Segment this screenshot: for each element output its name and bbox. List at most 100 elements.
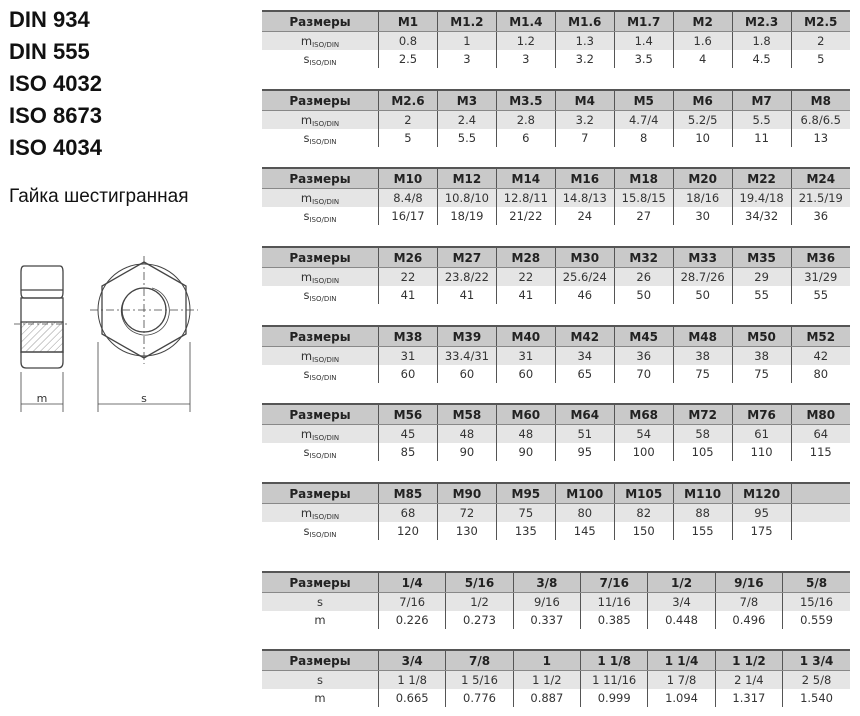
value-cell: 95 — [554, 443, 615, 461]
value-cell: 46 — [554, 286, 615, 304]
size-header: 3/4 — [377, 649, 446, 671]
value-cell: 1 11/16 — [580, 670, 648, 689]
value-cell: 3/4 — [647, 592, 716, 611]
row-label-s: sISO/DIN — [303, 366, 337, 382]
value-cell — [790, 522, 850, 540]
product-subtitle: Гайка шестигранная — [9, 186, 189, 207]
row-label-subscript: ISO/DIN — [312, 276, 340, 285]
table-row-s: sISO/DIN 5 5.5 6 7 8 10 11 13 — [262, 129, 850, 147]
value-cell: 48 — [436, 424, 497, 443]
value-cell: 42 — [790, 346, 850, 365]
table-header-row: Размеры M10 M12 M14 M16 M18 M20 M22 M24 — [262, 167, 850, 189]
value-cell: 60 — [495, 365, 556, 383]
value-cell: 175 — [731, 522, 792, 540]
value-cell: 110 — [731, 443, 792, 461]
row-label-subscript: ISO/DIN — [309, 373, 337, 382]
value-cell: 150 — [613, 522, 674, 540]
value-cell: 60 — [436, 365, 497, 383]
row-label-s: s — [262, 670, 379, 689]
size-header: 5/8 — [782, 571, 850, 593]
value-cell: 68 — [378, 503, 438, 522]
size-header: M1 — [378, 10, 438, 32]
value-cell: 2 1/4 — [714, 670, 783, 689]
row-label-s: sISO/DIN — [303, 444, 337, 460]
metric-size-table: Размеры M85 M90 M95 M100 M105 M110 M120 mISO/DIN… — [262, 482, 850, 540]
size-header: M64 — [554, 403, 615, 425]
size-header: M76 — [731, 403, 792, 425]
value-cell: 7 — [554, 129, 615, 147]
table-row-m: m 0.226 0.273 0.337 0.385 0.448 0.496 0.559 — [262, 611, 850, 629]
value-cell: 82 — [613, 503, 674, 522]
row-label-subscript: ISO/DIN — [309, 58, 337, 67]
size-header: M26 — [378, 246, 438, 268]
row-label-m: mISO/DIN — [262, 424, 379, 443]
value-cell: 7/16 — [377, 592, 446, 611]
value-cell: 7/8 — [714, 592, 783, 611]
value-cell: 26 — [613, 267, 674, 286]
value-cell: 18/19 — [436, 207, 497, 225]
value-cell: 80 — [790, 365, 850, 383]
nut-top-view — [90, 256, 198, 412]
header-label: Размеры — [262, 89, 379, 111]
value-cell: 3.2 — [554, 50, 615, 68]
value-cell: 51 — [554, 424, 615, 443]
value-cell: 33.4/31 — [436, 346, 497, 365]
header-label: Размеры — [262, 167, 379, 189]
value-cell: 5.5 — [731, 110, 792, 129]
value-cell: 31 — [495, 346, 556, 365]
table-row-m: mISO/DIN 0.8 1 1.2 1.3 1.4 1.6 1.8 2 — [262, 31, 850, 50]
metric-size-table: Размеры M1 M1.2 M1.4 M1.6 M1.7 M2 M2.3 M2.5 mISO/… — [262, 10, 850, 68]
value-cell: 1.094 — [647, 689, 716, 707]
size-header: M68 — [613, 403, 674, 425]
value-cell: 95 — [731, 503, 792, 522]
size-header: M45 — [613, 325, 674, 347]
value-cell: 5.2/5 — [672, 110, 733, 129]
value-cell: 13 — [790, 129, 850, 147]
header-label: Размеры — [262, 571, 379, 593]
value-cell: 1.317 — [714, 689, 783, 707]
size-header: M38 — [378, 325, 438, 347]
size-header: M58 — [436, 403, 497, 425]
value-cell: 15/16 — [782, 592, 850, 611]
size-header: 1/4 — [377, 571, 446, 593]
size-header: M30 — [554, 246, 615, 268]
value-cell: 60 — [378, 365, 438, 383]
table-row-s: sISO/DIN 120 130 135 145 150 155 175 — [262, 522, 850, 540]
value-cell: 1.3 — [554, 31, 615, 50]
row-label-s: sISO/DIN — [303, 130, 337, 146]
value-cell: 1/2 — [445, 592, 514, 611]
size-header: M4 — [554, 89, 615, 111]
size-header: M2.5 — [790, 10, 850, 32]
table-header-row: Размеры M2.6 M3 M3.5 M4 M5 M6 M7 M8 — [262, 89, 850, 111]
metric-size-table: Размеры M56 M58 M60 M64 M68 M72 M76 M80 mISO/DIN 4… — [262, 403, 850, 461]
size-header: M5 — [613, 89, 674, 111]
value-cell: 0.273 — [445, 611, 514, 629]
metric-size-table: Размеры M26 M27 M28 M30 M32 M33 M35 M36 mISO/DIN 2… — [262, 246, 850, 304]
size-header: M95 — [495, 482, 556, 504]
value-cell: 36 — [613, 346, 674, 365]
value-cell: 0.385 — [580, 611, 648, 629]
value-cell: 0.999 — [580, 689, 648, 707]
row-label-subscript: ISO/DIN — [312, 197, 340, 206]
size-header: 1 1/8 — [580, 649, 648, 671]
size-header: M39 — [436, 325, 497, 347]
size-header: M110 — [672, 482, 733, 504]
value-cell: 0.337 — [512, 611, 581, 629]
hex-nut-drawing: m s — [14, 256, 198, 412]
size-header: M32 — [613, 246, 674, 268]
size-header: M20 — [672, 167, 733, 189]
value-cell: 4.5 — [731, 50, 792, 68]
size-header: M16 — [554, 167, 615, 189]
size-header: M36 — [790, 246, 850, 268]
size-header: M2.6 — [378, 89, 438, 111]
value-cell: 0.665 — [377, 689, 446, 707]
value-cell: 75 — [731, 365, 792, 383]
value-cell: 15.8/15 — [613, 188, 674, 207]
size-header: M27 — [436, 246, 497, 268]
value-cell: 34/32 — [731, 207, 792, 225]
row-label-m: mISO/DIN — [262, 110, 379, 129]
value-cell: 8.4/8 — [378, 188, 438, 207]
row-label-subscript: ISO/DIN — [309, 530, 337, 539]
size-header: M2 — [672, 10, 733, 32]
row-label-s: sISO/DIN — [303, 523, 337, 539]
